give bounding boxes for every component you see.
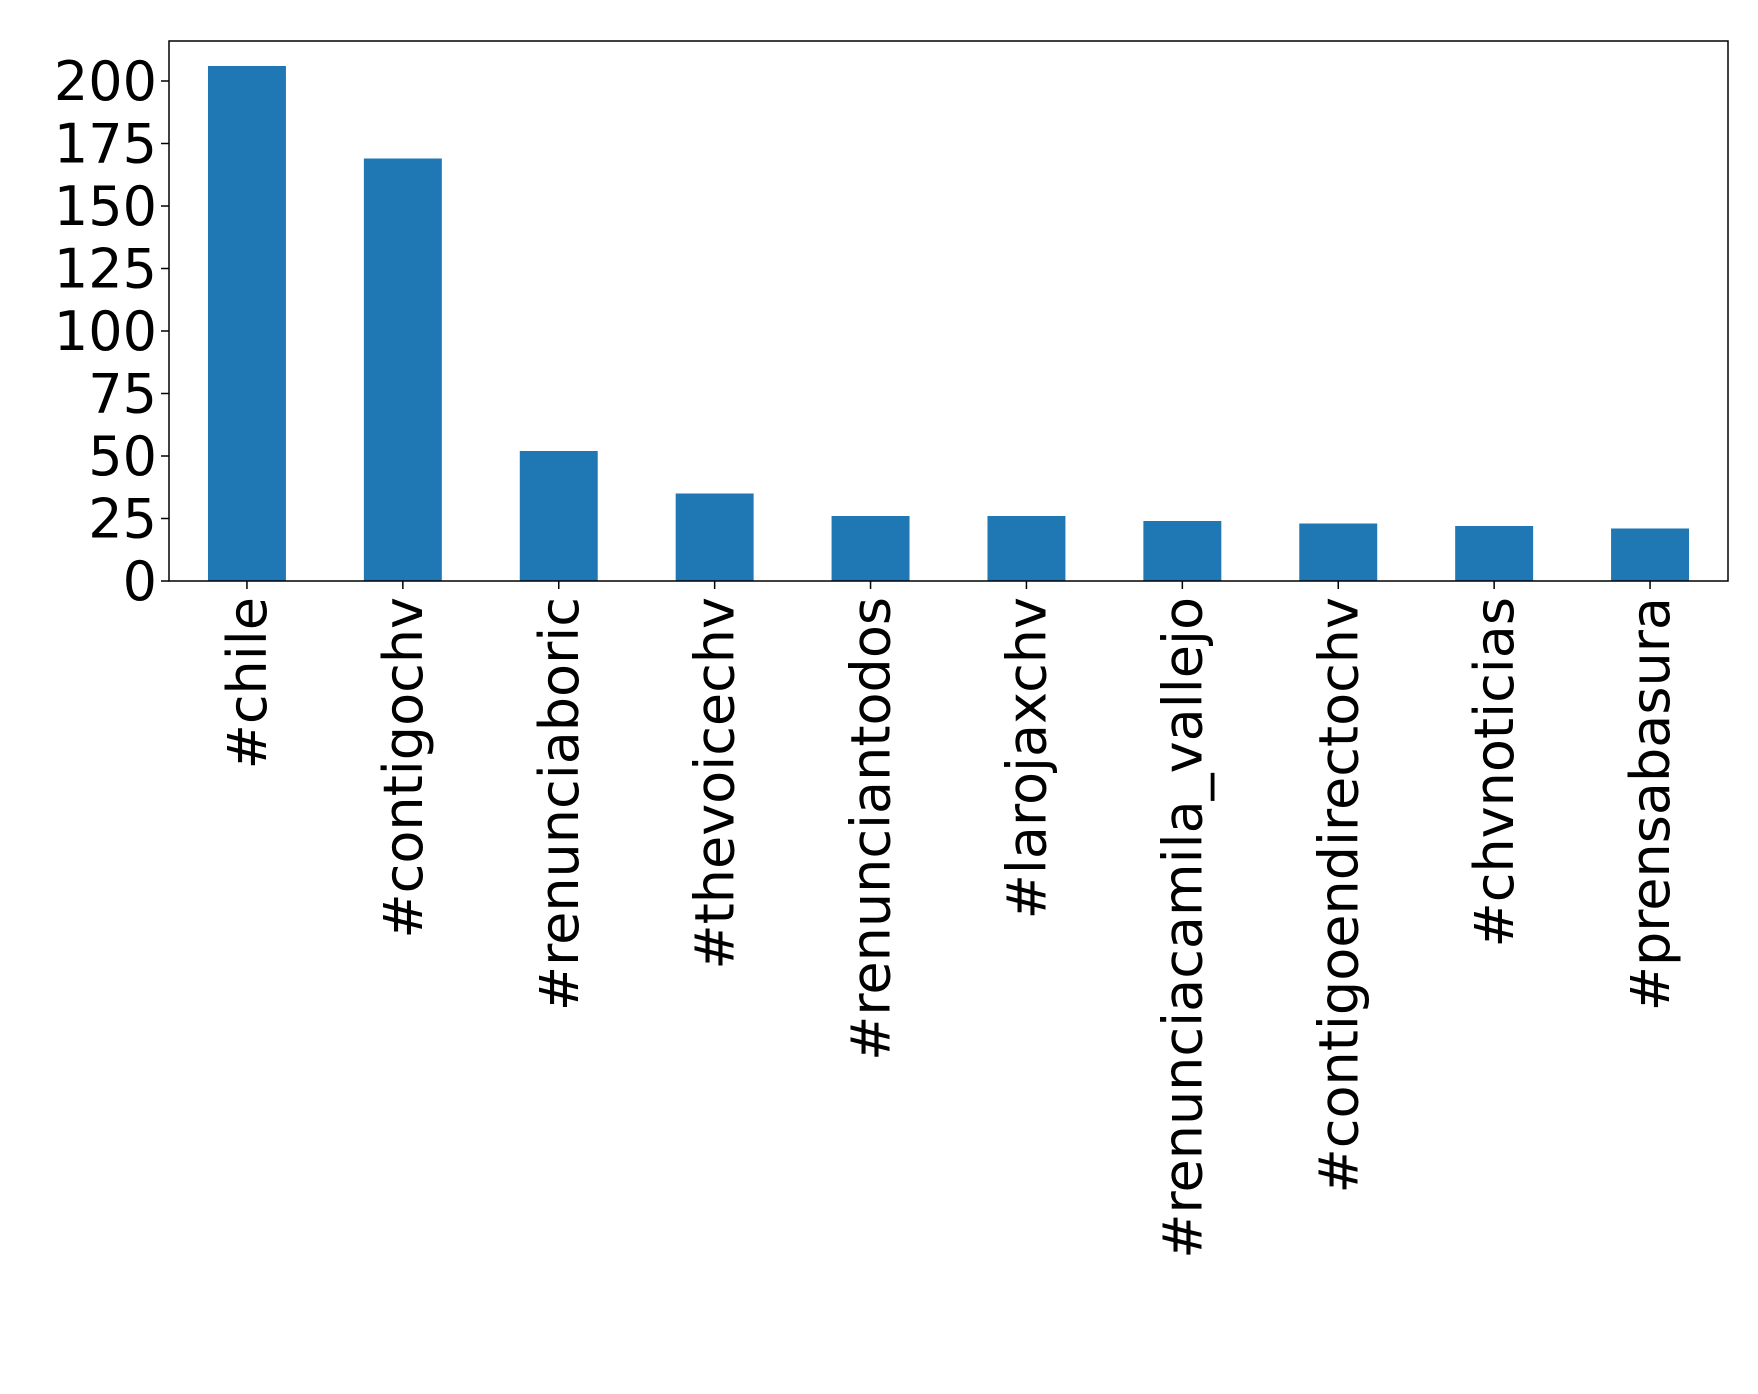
bar — [987, 516, 1066, 581]
x-tick-label: #chile — [216, 597, 279, 769]
y-tick-label: 125 — [54, 238, 157, 301]
bar — [831, 516, 910, 581]
x-tick-label: #larojaxchv — [995, 597, 1058, 919]
x-tick-label: #renunciantodos — [840, 597, 903, 1061]
bar — [519, 451, 598, 581]
x-tick-label: #thevoicechv — [684, 597, 747, 970]
bar — [1611, 528, 1690, 581]
x-tick-label: #contigoendirectochv — [1307, 597, 1370, 1193]
x-tick-label: #chvnoticias — [1463, 597, 1526, 947]
y-tick-label: 200 — [54, 50, 157, 113]
plot-frame — [168, 40, 1729, 582]
y-tick-label: 150 — [54, 175, 157, 238]
y-tick-label: 100 — [54, 300, 157, 363]
x-tick-label: #prensabasura — [1619, 597, 1682, 1011]
bar — [1143, 521, 1222, 581]
bar — [1299, 523, 1378, 581]
y-tick-label: 75 — [88, 363, 157, 426]
bar — [207, 66, 286, 581]
y-tick-label: 0 — [123, 550, 157, 613]
bar — [1455, 526, 1534, 581]
y-tick-label: 175 — [54, 113, 157, 176]
y-tick-label: 25 — [88, 488, 157, 551]
bar — [363, 158, 442, 581]
bar — [675, 493, 754, 581]
x-tick-label: #renunciacamila_vallejo — [1151, 597, 1214, 1259]
y-tick-label: 50 — [88, 425, 157, 488]
x-tick-label: #contigochv — [372, 597, 435, 939]
x-tick-label: #renunciaboric — [528, 597, 591, 1011]
